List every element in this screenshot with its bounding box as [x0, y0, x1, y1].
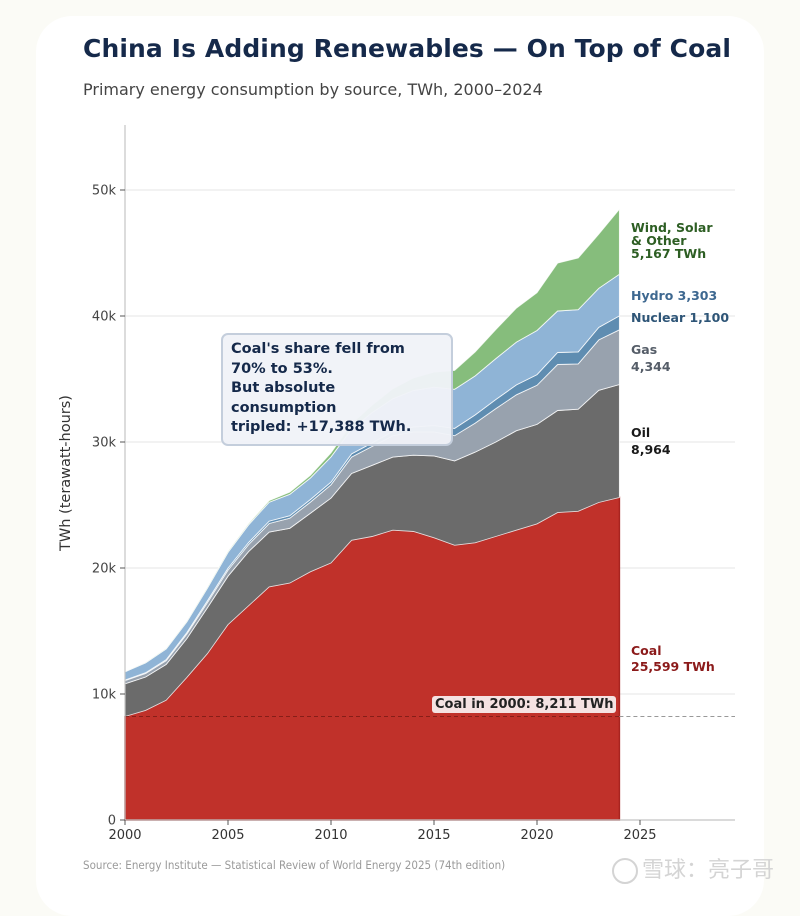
x-tick-label: 2005 [211, 828, 244, 843]
x-tick-label: 2020 [520, 828, 553, 843]
end-label-line: 4,344 [631, 359, 671, 374]
end-label-oil: Oil 8,964 [631, 424, 671, 458]
y-ticks: 0 10k 20k 30k 40k 50k [92, 184, 125, 829]
y-tick-label: 50k [92, 184, 117, 199]
x-tick-label: 2025 [623, 828, 656, 843]
annotation-line: tripled: +17,388 TWh. [231, 419, 412, 435]
chart-subtitle: Primary energy consumption by source, TW… [83, 80, 543, 99]
stacked-area-chart: 0 10k 20k 30k 40k 50k 2000 2005 2010 2015 2020 202… [58, 125, 735, 843]
x-tick-label: 2015 [417, 828, 450, 843]
end-label-gas: Gas 4,344 [631, 341, 671, 375]
axes [124, 125, 735, 821]
end-label-nuclear: Nuclear 1,100 [631, 310, 730, 325]
end-label-line: Wind, Solar [631, 220, 713, 235]
annotation-line: But absolute consumption [231, 380, 337, 416]
y-tick-label: 0 [108, 814, 116, 829]
end-label-line: Coal [631, 643, 662, 658]
end-label-line: 5,167 TWh [631, 246, 707, 261]
y-tick-label: 30k [92, 436, 117, 451]
snowball-logo-icon [612, 858, 638, 884]
end-label-wind-solar: Wind, Solar & Other 5,167 TWh [631, 221, 713, 260]
end-label-line: 25,599 TWh [631, 659, 715, 674]
watermark-text: 雪球：亮子哥 [642, 858, 775, 883]
chart-title: China Is Adding Renewables — On Top of C… [83, 34, 731, 63]
y-axis-label: TWh (terawatt-hours) [58, 395, 74, 552]
annotation-line: 70% to 53%. [231, 360, 333, 377]
x-ticks: 2000 2005 2010 2015 2020 2025 [108, 820, 657, 843]
y-tick-label: 10k [92, 688, 117, 703]
y-tick-label: 20k [92, 562, 117, 577]
end-label-coal: Coal 25,599 TWh [631, 643, 715, 675]
coal-2000-reference-label: Coal in 2000: 8,211 TWh [432, 696, 617, 713]
end-label-hydro: Hydro 3,303 [631, 288, 718, 303]
end-label-line: & Other [631, 233, 687, 248]
wind-solar-area [124, 207, 620, 673]
x-tick-label: 2000 [108, 828, 141, 843]
annotation-line: Coal's share fell from [231, 341, 405, 357]
annotation-box: Coal's share fell from 70% to 53%. But a… [221, 333, 453, 446]
source-note: Source: Energy Institute — Statistical R… [83, 858, 506, 872]
watermark: 雪球：亮子哥 [612, 852, 774, 884]
x-tick-label: 2010 [314, 828, 347, 843]
area-series [124, 207, 621, 821]
y-tick-label: 40k [92, 310, 117, 325]
end-label-line: Gas [631, 342, 658, 357]
end-label-line: 8,964 [631, 442, 671, 457]
end-label-line: Oil [631, 425, 651, 440]
